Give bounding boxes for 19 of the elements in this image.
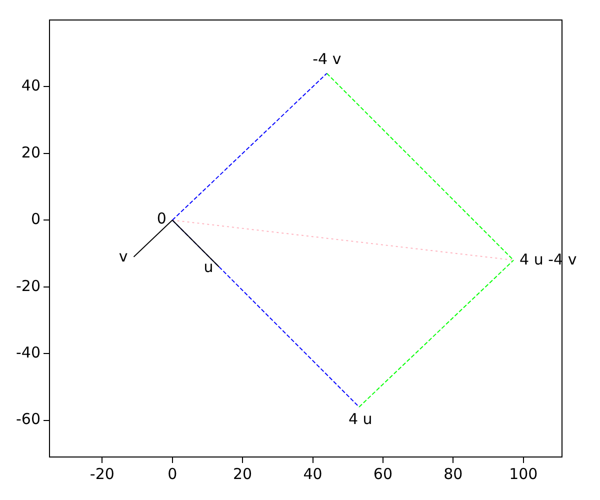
annotation: 4 u	[348, 410, 372, 428]
y-tick-label: -40	[16, 343, 40, 362]
y-tick-label: 0	[30, 210, 40, 228]
y-tick-label: -20	[16, 276, 40, 295]
x-tick-label: 40	[303, 464, 322, 483]
annotation: u	[204, 258, 214, 276]
x-tick-label: -20	[90, 464, 114, 483]
x-tick-label: 0	[168, 464, 178, 483]
annotation: -4 v	[312, 50, 342, 68]
x-tick-label: 100	[509, 464, 538, 483]
x-tick-label: 80	[444, 464, 463, 483]
y-tick-label: 20	[21, 143, 40, 162]
annotation: 0	[156, 209, 166, 228]
x-tick-label: 20	[233, 464, 252, 483]
x-tick-label: 60	[373, 464, 393, 483]
annotation: 4 u -4 v	[520, 250, 577, 269]
y-tick-label: -60	[16, 410, 40, 428]
y-tick-label: 40	[21, 76, 40, 95]
annotation: v	[118, 247, 128, 266]
